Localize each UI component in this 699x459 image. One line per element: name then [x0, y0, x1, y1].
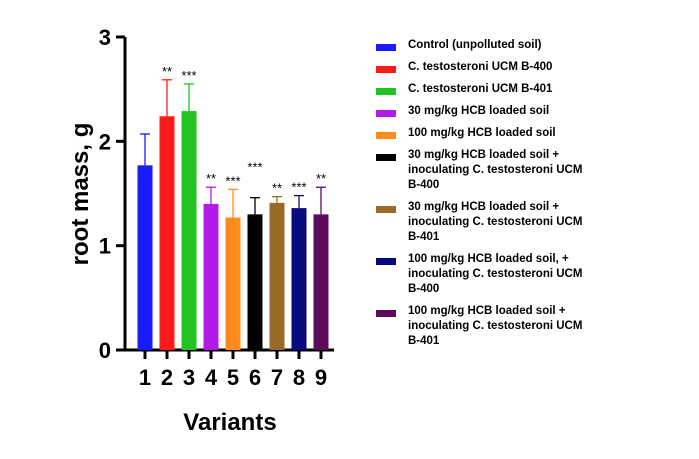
- legend-item: 30 mg/kg HCB loaded soil + inoculating C…: [376, 148, 676, 193]
- significance-labels: ** ***** ******** *****: [162, 64, 326, 196]
- y-tick-label: 2: [99, 129, 111, 154]
- bars: [137, 111, 329, 351]
- legend-swatch: [376, 258, 396, 265]
- significance-label-8: ***: [291, 180, 306, 195]
- x-tick-label-3: 3: [183, 365, 195, 390]
- x-tick-label-7: 7: [271, 365, 283, 390]
- legend-label: 30 mg/kg HCB loaded soil + inoculating C…: [408, 201, 583, 243]
- y-axis-title: root mass, g: [67, 123, 94, 266]
- bar-5: [225, 217, 241, 350]
- x-axis-title: Variants: [183, 409, 276, 436]
- x-tick-label-5: 5: [227, 365, 239, 390]
- legend-label: 100 mg/kg HCB loaded soil: [408, 127, 556, 139]
- legend-item: 100 mg/kg HCB loaded soil + inoculating …: [376, 304, 676, 349]
- x-tick-label-8: 8: [293, 365, 305, 390]
- x-tick-label-6: 6: [249, 365, 261, 390]
- bar-9: [313, 214, 329, 350]
- significance-label-2: **: [162, 64, 172, 79]
- legend-swatch: [376, 310, 396, 317]
- legend-label: C. testosteroni UCM B-401: [408, 83, 553, 95]
- legend-label: 30 mg/kg HCB loaded soil: [408, 105, 550, 117]
- x-tick-label-9: 9: [315, 365, 327, 390]
- legend-label: C. testosteroni UCM B-400: [408, 61, 553, 73]
- legend-swatch: [376, 132, 396, 139]
- legend: Control (unpolluted soil) C. testosteroni…: [376, 38, 676, 356]
- axes: [116, 35, 334, 359]
- significance-label-9: **: [316, 171, 326, 186]
- legend-swatch: [376, 206, 396, 213]
- legend-swatch: [376, 88, 396, 95]
- legend-item: C. testosteroni UCM B-400: [376, 60, 676, 75]
- x-tick-label-1: 1: [139, 365, 151, 390]
- legend-item: 30 mg/kg HCB loaded soil: [376, 104, 676, 119]
- bar-2: [159, 116, 175, 350]
- bar-4: [203, 203, 219, 350]
- legend-swatch: [376, 44, 396, 51]
- y-tick-label: 1: [99, 234, 111, 259]
- legend-label: 100 mg/kg HCB loaded soil, + inoculating…: [408, 253, 583, 295]
- legend-item: 30 mg/kg HCB loaded soil + inoculating C…: [376, 200, 676, 245]
- error-bars: [140, 79, 326, 218]
- legend-item: Control (unpolluted soil): [376, 38, 676, 53]
- legend-label: 100 mg/kg HCB loaded soil + inoculating …: [408, 305, 583, 347]
- legend-item: 100 mg/kg HCB loaded soil, + inoculating…: [376, 252, 676, 297]
- legend-label: 30 mg/kg HCB loaded soil + inoculating C…: [408, 149, 583, 191]
- x-tick-label-2: 2: [161, 365, 173, 390]
- legend-label: Control (unpolluted soil): [408, 39, 542, 51]
- bar-1: [137, 165, 153, 350]
- bar-7: [269, 202, 285, 350]
- legend-swatch: [376, 110, 396, 117]
- bar-8: [291, 208, 307, 350]
- x-tick-label-4: 4: [205, 365, 218, 390]
- legend-item: 100 mg/kg HCB loaded soil: [376, 126, 676, 141]
- y-tick-label: 3: [99, 25, 111, 50]
- significance-label-6: ***: [247, 160, 262, 175]
- legend-swatch: [376, 66, 396, 73]
- significance-label-7: **: [272, 181, 282, 196]
- y-tick-label: 0: [99, 338, 111, 363]
- legend-item: C. testosteroni UCM B-401: [376, 82, 676, 97]
- bar-3: [181, 111, 197, 351]
- significance-label-3: ***: [181, 68, 196, 83]
- significance-label-4: **: [206, 171, 216, 186]
- significance-label-5: ***: [225, 173, 240, 188]
- legend-swatch: [376, 154, 396, 161]
- bar-6: [247, 214, 263, 350]
